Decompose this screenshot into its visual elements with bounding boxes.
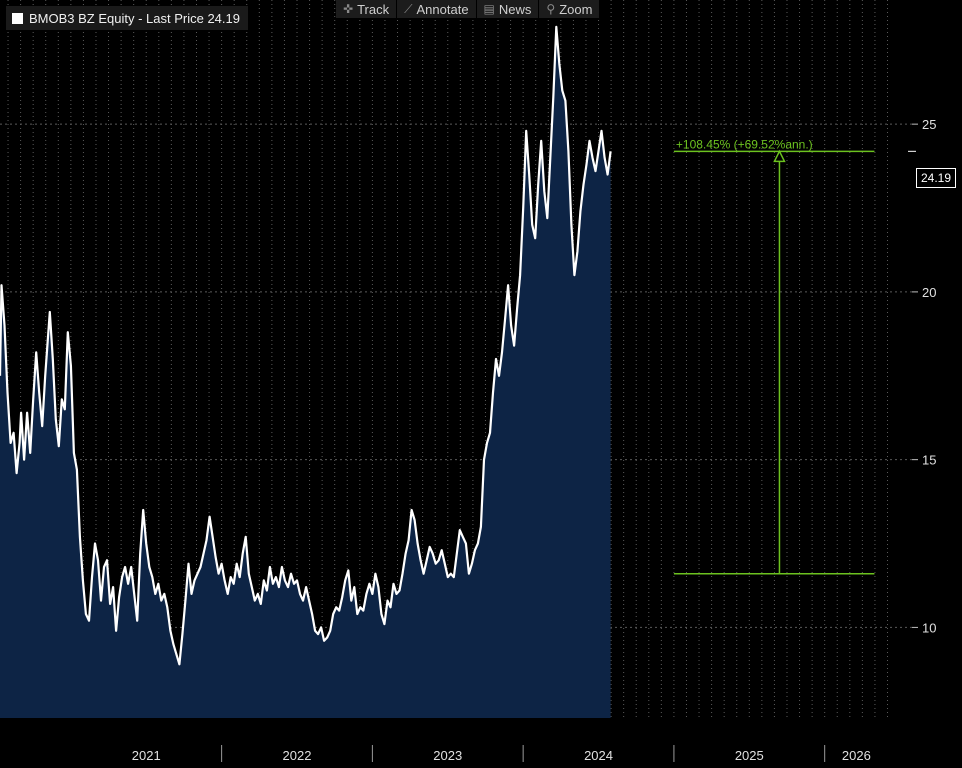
- legend-swatch: [12, 12, 23, 24]
- track-button[interactable]: ✜ Track: [336, 0, 398, 18]
- last-price-tag: 24.19: [916, 168, 957, 188]
- y-tick-label: 20: [922, 285, 936, 300]
- magnifier-icon: ⚲: [546, 2, 556, 16]
- legend-label: BMOB3 BZ Equity - Last Price 24.19: [29, 10, 240, 26]
- zoom-button[interactable]: ⚲ Zoom: [539, 0, 601, 18]
- annotation-arrow-icon: [773, 149, 786, 163]
- news-button[interactable]: ▤ News: [477, 0, 540, 18]
- annotate-label: Annotate: [416, 1, 469, 17]
- x-tick-label: 2023: [433, 748, 462, 763]
- x-tick-label: 2021: [132, 748, 161, 763]
- x-tick-label: 2026: [842, 748, 871, 763]
- zoom-label: Zoom: [559, 1, 593, 17]
- track-label: Track: [357, 1, 390, 17]
- series-line: [0, 25, 612, 666]
- y-tick-label: 10: [922, 620, 936, 635]
- annotate-button[interactable]: ⟋ Annotate: [397, 0, 477, 18]
- y-tick-label: 25: [922, 117, 936, 132]
- y-tick-label: 15: [922, 453, 936, 468]
- series-area: [0, 26, 611, 719]
- chart-toolbar: ✜ Track ⟋ Annotate ▤ News ⚲ Zoom: [336, 0, 601, 18]
- crosshair-icon: ✜: [343, 2, 354, 16]
- chart-legend: BMOB3 BZ Equity - Last Price 24.19: [6, 6, 248, 30]
- annotation-label: +108.45% (+69.52%ann.): [676, 137, 813, 151]
- pencil-icon: ⟋: [404, 1, 413, 16]
- x-tick-label: 2022: [283, 748, 312, 763]
- x-tick-label: 2025: [735, 748, 764, 763]
- news-label: News: [498, 1, 532, 17]
- news-icon: ▤: [483, 2, 495, 16]
- x-tick-label: 2024: [584, 748, 613, 763]
